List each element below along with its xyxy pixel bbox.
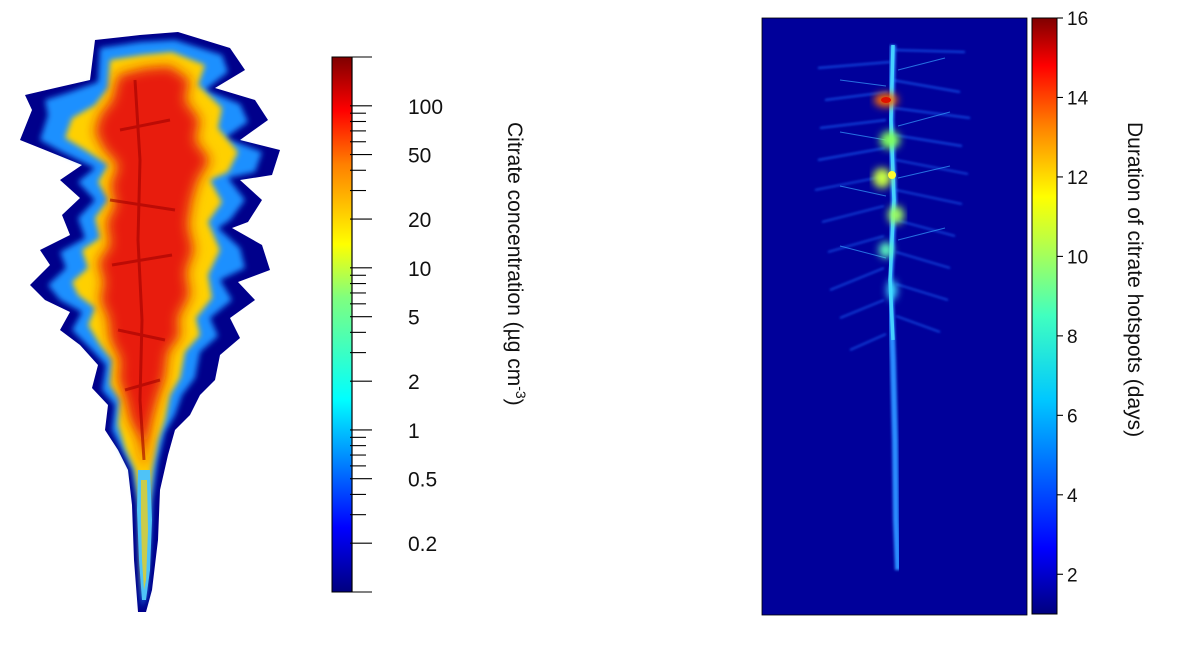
colorbar-tick-label: 4 [1067, 486, 1078, 507]
colorbar-tick-label: 0.5 [408, 469, 437, 492]
colorbar-tick-label: 2 [408, 371, 420, 394]
colorbar-label: Duration of citrate hotspots (days) [1123, 122, 1146, 437]
colorbar-tick-label: 1 [408, 420, 420, 443]
hotspot-duration-figure: 16 14 12 10 8 6 4 2 Duration of citrate hotspot… [700, 0, 1182, 642]
colorbar-gradient [331, 56, 353, 593]
hotspot-duration-chart: 16 14 12 10 8 6 4 2 Duration of citrate hotspot… [761, 9, 1146, 616]
colorbar-tick-label: 16 [1067, 9, 1088, 30]
citrate-concentration-chart: 100 50 20 10 5 2 1 0.5 0.2 Citrate concentration… [20, 32, 529, 612]
colorbar-tick-label: 6 [1067, 406, 1078, 427]
colorbar-tick-label: 8 [1067, 327, 1078, 348]
root-core-layer [95, 66, 210, 470]
colorbar-tick-label: 2 [1067, 565, 1078, 586]
colorbar-tick-label: 12 [1067, 168, 1088, 189]
colorbar-tick-label: 20 [408, 209, 431, 232]
citrate-concentration-figure: 100 50 20 10 5 2 1 0.5 0.2 Citrate concentration… [0, 0, 560, 642]
root-concentration-image [20, 32, 280, 612]
colorbar-tick-label: 10 [408, 258, 431, 281]
root-hotspot-streaks [109, 79, 176, 461]
colorbar-tick-labels: 100 50 20 10 5 2 1 0.5 0.2 [408, 96, 443, 556]
colorbar-gradient [1031, 17, 1058, 615]
colorbar-ticks [1057, 17, 1063, 575]
colorbar-tick-label: 10 [1067, 247, 1088, 268]
colorbar-label: Citrate concentration (µg cm-3) [503, 122, 529, 406]
hotspot-map-frame [761, 17, 1028, 616]
colorbar-tick-label: 14 [1067, 88, 1089, 109]
root-tip-core [141, 480, 148, 590]
colorbar-tick-label: 0.2 [408, 533, 437, 556]
colorbar-tick-labels: 16 14 12 10 8 6 4 2 [1067, 9, 1089, 586]
colorbar-ticks [350, 56, 372, 593]
hotspot-root-traces [814, 44, 971, 571]
colorbar-tick-label: 5 [408, 307, 420, 330]
colorbar-tick-label: 50 [408, 145, 431, 168]
colorbar-tick-label: 100 [408, 96, 443, 119]
